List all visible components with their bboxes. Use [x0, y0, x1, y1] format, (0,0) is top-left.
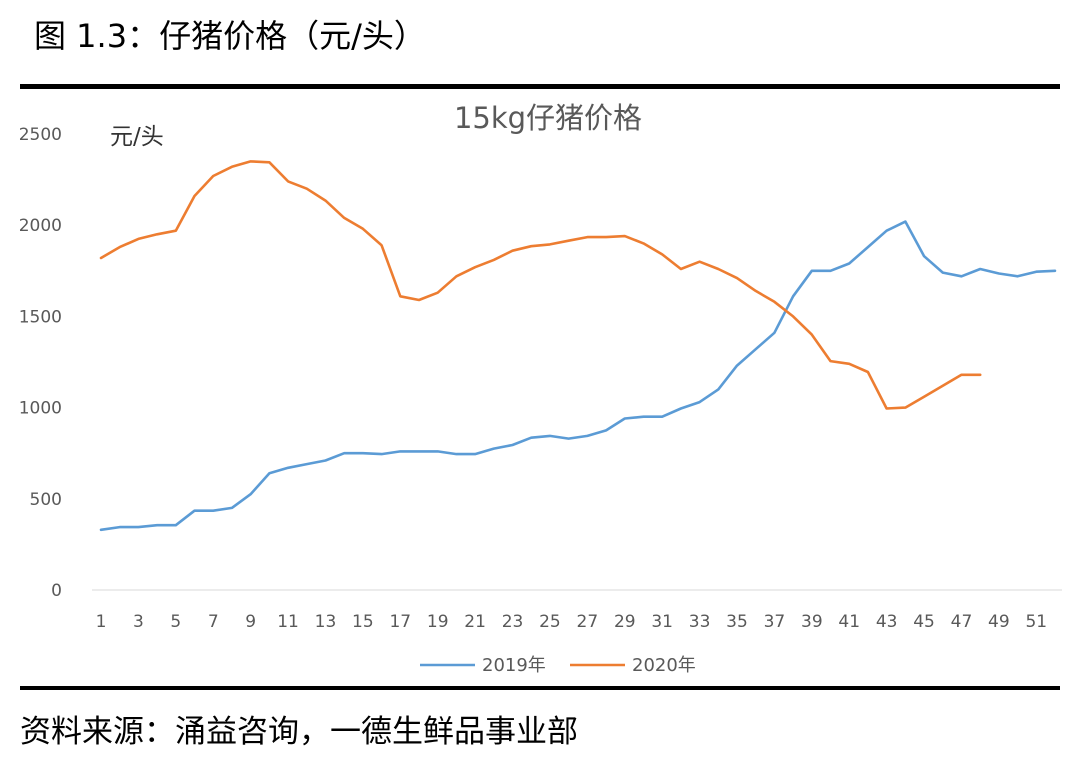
x-tick-label: 49 — [988, 612, 1010, 632]
y-axis-unit-label: 元/头 — [110, 124, 164, 150]
x-tick-label: 1 — [96, 612, 107, 632]
y-tick-label: 1500 — [19, 307, 62, 327]
x-tick-label: 21 — [464, 612, 486, 632]
series-lines — [99, 160, 1057, 532]
figure-title: 图 1.3：仔猪价格（元/头） — [34, 17, 426, 55]
x-tick-label: 27 — [577, 612, 599, 632]
x-tick-label: 3 — [133, 612, 144, 632]
x-tick-label: 43 — [876, 612, 898, 632]
series-line-2019年 — [99, 220, 1057, 532]
x-tick-label: 47 — [951, 612, 973, 632]
y-axis-ticks: 0 500 1000 1500 2000 2500 — [19, 125, 62, 601]
bottom-rule — [20, 686, 1060, 690]
x-tick-label: 5 — [170, 612, 181, 632]
legend-label: 2020年 — [632, 655, 696, 676]
x-tick-label: 23 — [502, 612, 524, 632]
series-line-2020年 — [99, 160, 982, 410]
legend-label: 2019年 — [482, 655, 546, 676]
x-tick-label: 29 — [614, 612, 636, 632]
x-tick-label: 51 — [1025, 612, 1047, 632]
x-tick-label: 13 — [315, 612, 337, 632]
x-axis-ticks: 1 3 5 7 9 11 13 15 17 19 21 23 25 27 29 31 33 35 37 39 41 43 4… — [96, 612, 1048, 632]
x-tick-label: 31 — [651, 612, 673, 632]
x-tick-label: 15 — [352, 612, 374, 632]
y-tick-label: 1000 — [19, 399, 62, 419]
x-tick-label: 7 — [208, 612, 219, 632]
x-tick-label: 25 — [539, 612, 561, 632]
y-tick-label: 2000 — [19, 216, 62, 236]
x-tick-label: 39 — [801, 612, 823, 632]
y-tick-label: 500 — [30, 490, 62, 510]
y-tick-label: 0 — [51, 581, 62, 601]
x-tick-label: 11 — [277, 612, 299, 632]
y-tick-label: 2500 — [19, 125, 62, 145]
x-tick-label: 9 — [245, 612, 256, 632]
top-rule — [20, 84, 1060, 89]
legend: 2019年 2020年 — [420, 655, 696, 676]
x-tick-label: 33 — [689, 612, 711, 632]
x-tick-label: 41 — [838, 612, 860, 632]
chart-title: 15kg仔猪价格 — [454, 101, 642, 135]
x-tick-label: 35 — [726, 612, 748, 632]
x-tick-label: 37 — [764, 612, 786, 632]
x-tick-label: 17 — [389, 612, 411, 632]
x-tick-label: 45 — [913, 612, 935, 632]
source-note: 资料来源：涌益咨询，一德生鲜品事业部 — [20, 714, 578, 750]
x-tick-label: 19 — [427, 612, 449, 632]
